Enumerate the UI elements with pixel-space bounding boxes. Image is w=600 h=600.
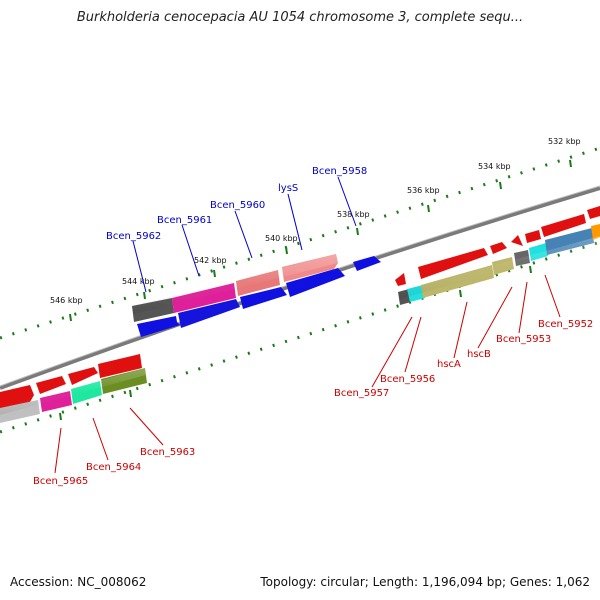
tick-label: 534 kbp (478, 162, 511, 171)
outer-tick-track (0, 146, 600, 340)
gene-label-bcen-5952[interactable]: Bcen_5952 (538, 319, 593, 330)
gene-label-lyss[interactable]: lysS (278, 183, 298, 194)
gene-label-hsca[interactable]: hscA (437, 359, 461, 370)
gene-label-bcen-5961[interactable]: Bcen_5961 (157, 215, 212, 226)
tick-label: 536 kbp (407, 186, 440, 195)
gene-blue-2[interactable] (178, 299, 240, 328)
gene-label-bcen-5962[interactable]: Bcen_5962 (106, 231, 161, 242)
map-title: Burkholderia cenocepacia AU 1054 chromos… (76, 10, 524, 25)
top-label-leaders (132, 176, 357, 293)
gene-blue-4[interactable] (286, 268, 345, 297)
gloss-overlay (0, 236, 600, 415)
gene-label-bcen-5963[interactable]: Bcen_5963 (140, 447, 195, 458)
tick-labels: 532 kbp 534 kbp 536 kbp 538 kbp 540 kbp … (50, 137, 581, 305)
gene-label-hscb[interactable]: hscB (467, 349, 491, 360)
gene-label-bcen-5953[interactable]: Bcen_5953 (496, 334, 551, 345)
gene-label-bcen-5964[interactable]: Bcen_5964 (86, 462, 141, 473)
tick-label: 546 kbp (50, 296, 83, 305)
gene-label-bcen-5965[interactable]: Bcen_5965 (33, 476, 88, 487)
tick-label: 540 kbp (265, 234, 298, 243)
forward-genes-left (0, 354, 142, 410)
gene-label-bcen-5957[interactable]: Bcen_5957 (334, 388, 389, 399)
major-ticks (59, 159, 572, 421)
forward-genes-row2 (137, 256, 381, 337)
gene-label-bcen-5960[interactable]: Bcen_5960 (210, 200, 265, 211)
tick-label: 544 kbp (122, 277, 155, 286)
tick-label: 538 kbp (337, 210, 370, 219)
gene-blue-3[interactable] (240, 287, 287, 309)
bottom-label-leaders (54, 274, 561, 474)
bottom-gene-labels: Bcen_5957 Bcen_5956 hscA hscB Bcen_5953 … (33, 319, 593, 487)
tick-label: 532 kbp (548, 137, 581, 146)
tick-label: 542 kbp (194, 256, 227, 265)
gene-label-bcen-5956[interactable]: Bcen_5956 (380, 374, 435, 385)
accession-label: Accession: NC_008062 (10, 575, 147, 589)
gene-blue-1[interactable] (137, 316, 180, 337)
gene-blue-5[interactable] (353, 256, 381, 271)
gene-label-bcen-5958[interactable]: Bcen_5958 (312, 166, 367, 177)
topology-label: Topology: circular; Length: 1,196,094 bp… (260, 575, 590, 589)
inner-tick-track (0, 240, 600, 434)
forward-genes-right (395, 206, 600, 286)
top-gene-labels: Bcen_5962 Bcen_5961 Bcen_5960 lysS Bcen_… (106, 166, 367, 242)
